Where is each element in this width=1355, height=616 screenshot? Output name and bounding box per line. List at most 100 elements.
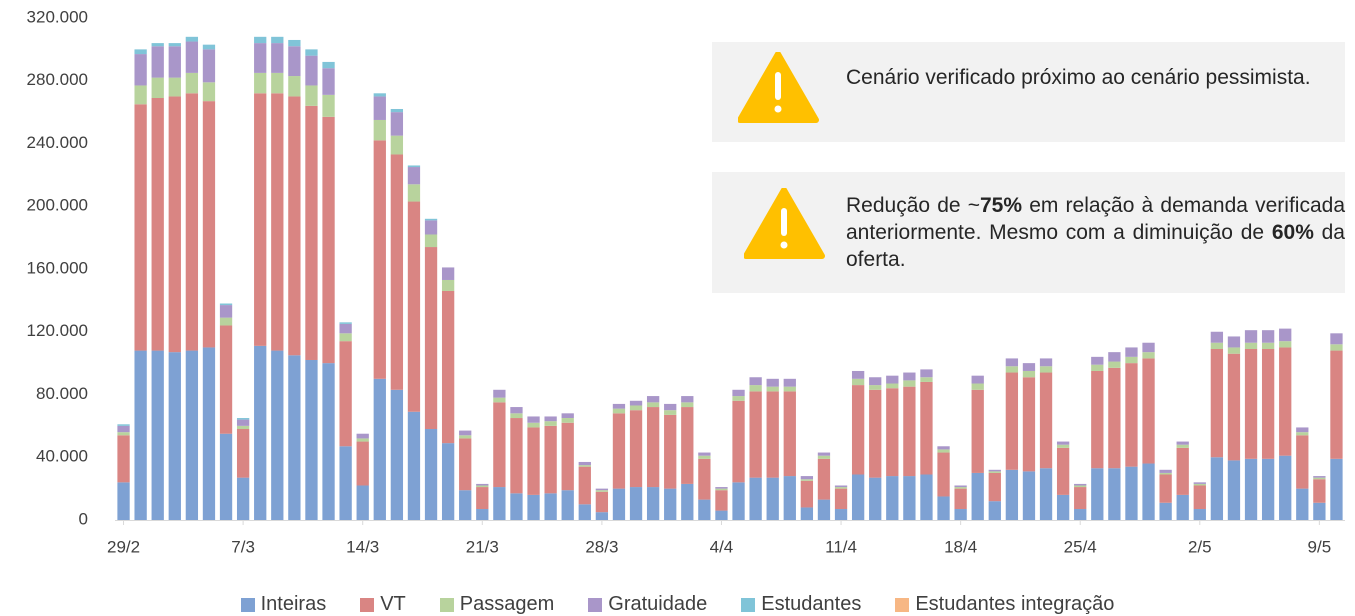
- bar-segment: [732, 396, 745, 401]
- bar-segment: [117, 432, 130, 436]
- x-tick-label: 4/4: [710, 537, 734, 556]
- bar-segment: [254, 36, 267, 44]
- bar-segment: [869, 389, 882, 478]
- bar-segment: [749, 385, 762, 392]
- x-tick-label: 14/3: [346, 537, 379, 556]
- bar-segment: [971, 383, 984, 390]
- bar-segment: [800, 480, 814, 508]
- bar-segment: [493, 402, 506, 488]
- bar-segment: [510, 418, 523, 494]
- bar-segment: [236, 429, 250, 478]
- bar-segment: [424, 220, 438, 235]
- bar-segment: [527, 422, 540, 428]
- bar-segment: [1330, 458, 1343, 520]
- bar-segment: [1091, 370, 1104, 469]
- bar-segment: [664, 488, 677, 520]
- bar-segment: [834, 509, 848, 520]
- bar-segment: [681, 396, 694, 403]
- bar-segment: [629, 410, 643, 488]
- bar-segment: [271, 72, 284, 94]
- bar-segment: [185, 72, 199, 94]
- bar-segment: [800, 476, 814, 480]
- bar-segment: [390, 108, 404, 113]
- annotation-part: da oferta.: [846, 221, 1345, 271]
- legend-swatch: [895, 597, 910, 612]
- bar-segment: [1159, 472, 1172, 475]
- bar-segment: [1261, 330, 1275, 343]
- y-tick-label: 200.000: [27, 196, 88, 215]
- bar-segment: [185, 93, 199, 351]
- bar-segment: [476, 485, 489, 488]
- legend-item: Estudantes integração: [895, 593, 1114, 616]
- annotation-box: Redução de ~75% em relação à demanda ver…: [712, 172, 1345, 293]
- bar-segment: [920, 474, 933, 520]
- legend-item: Estudantes: [741, 593, 861, 616]
- bar-segment: [851, 385, 865, 475]
- annotation-part: 60%: [1271, 221, 1314, 244]
- bar-segment: [1125, 356, 1138, 364]
- bar-segment: [1159, 469, 1172, 473]
- bar-segment: [236, 419, 250, 426]
- y-tick-label: 0: [79, 509, 88, 528]
- bar-segment: [527, 416, 540, 423]
- bar-segment: [869, 385, 882, 390]
- x-tick-label: 7/3: [231, 537, 255, 556]
- bar-segment: [1142, 463, 1155, 520]
- bar-segment: [561, 413, 574, 419]
- bar-segment: [1022, 370, 1036, 378]
- bar-segment: [219, 317, 233, 326]
- bar-segment: [168, 43, 181, 47]
- bar-segment: [664, 410, 677, 415]
- bar-segment: [1142, 358, 1155, 464]
- bar-segment: [834, 487, 848, 489]
- bar-segment: [561, 422, 574, 491]
- legend-swatch: [741, 597, 756, 612]
- bar-segment: [356, 438, 369, 442]
- bar-segment: [1296, 427, 1309, 433]
- bar-segment: [1056, 447, 1070, 495]
- bar-segment: [1176, 444, 1189, 448]
- bar-segment: [766, 386, 779, 392]
- bar-segment: [151, 46, 164, 78]
- bar-segment: [1142, 342, 1155, 353]
- bar-segment: [595, 491, 609, 513]
- bar-segment: [646, 396, 660, 403]
- bar-segment: [954, 509, 967, 520]
- bar-segment: [373, 93, 386, 97]
- bar-segment: [834, 485, 848, 488]
- y-tick-label: 40.000: [36, 447, 88, 466]
- bar-segment: [288, 76, 301, 97]
- bar-segment: [1039, 366, 1053, 373]
- bar-segment: [168, 77, 181, 97]
- x-tick-label: 21/3: [466, 537, 499, 556]
- bar-segment: [322, 94, 335, 117]
- x-tick-label: 18/4: [944, 537, 977, 556]
- bar-segment: [459, 490, 472, 520]
- bar-segment: [459, 438, 472, 491]
- bar-segment: [886, 375, 899, 384]
- bar-segment: [305, 55, 318, 86]
- bar-segment: [681, 407, 694, 484]
- bar-segment: [578, 461, 591, 466]
- bar-segment: [1330, 350, 1343, 459]
- annotation-text: Redução de ~75% em relação à demanda ver…: [846, 192, 1345, 273]
- y-tick-label: 120.000: [27, 321, 88, 340]
- bar-segment: [288, 96, 301, 356]
- x-tick-label: 28/3: [585, 537, 618, 556]
- bar-segment: [134, 104, 147, 351]
- bar-segment: [681, 483, 694, 520]
- bar-segment: [476, 483, 489, 486]
- bar-segment: [817, 458, 831, 500]
- bar-segment: [698, 458, 711, 500]
- bar-segment: [561, 490, 574, 520]
- bar-segment: [168, 352, 181, 520]
- bar-segment: [971, 472, 984, 520]
- bar-segment: [732, 482, 745, 520]
- bar-segment: [920, 381, 933, 475]
- annotation-box: Cenário verificado próximo ao cenário pe…: [712, 42, 1345, 142]
- bar-segment: [441, 443, 455, 520]
- bar-segment: [185, 41, 199, 73]
- bar-segment: [373, 140, 386, 379]
- bar-segment: [1227, 353, 1241, 461]
- bar-segment: [954, 488, 967, 510]
